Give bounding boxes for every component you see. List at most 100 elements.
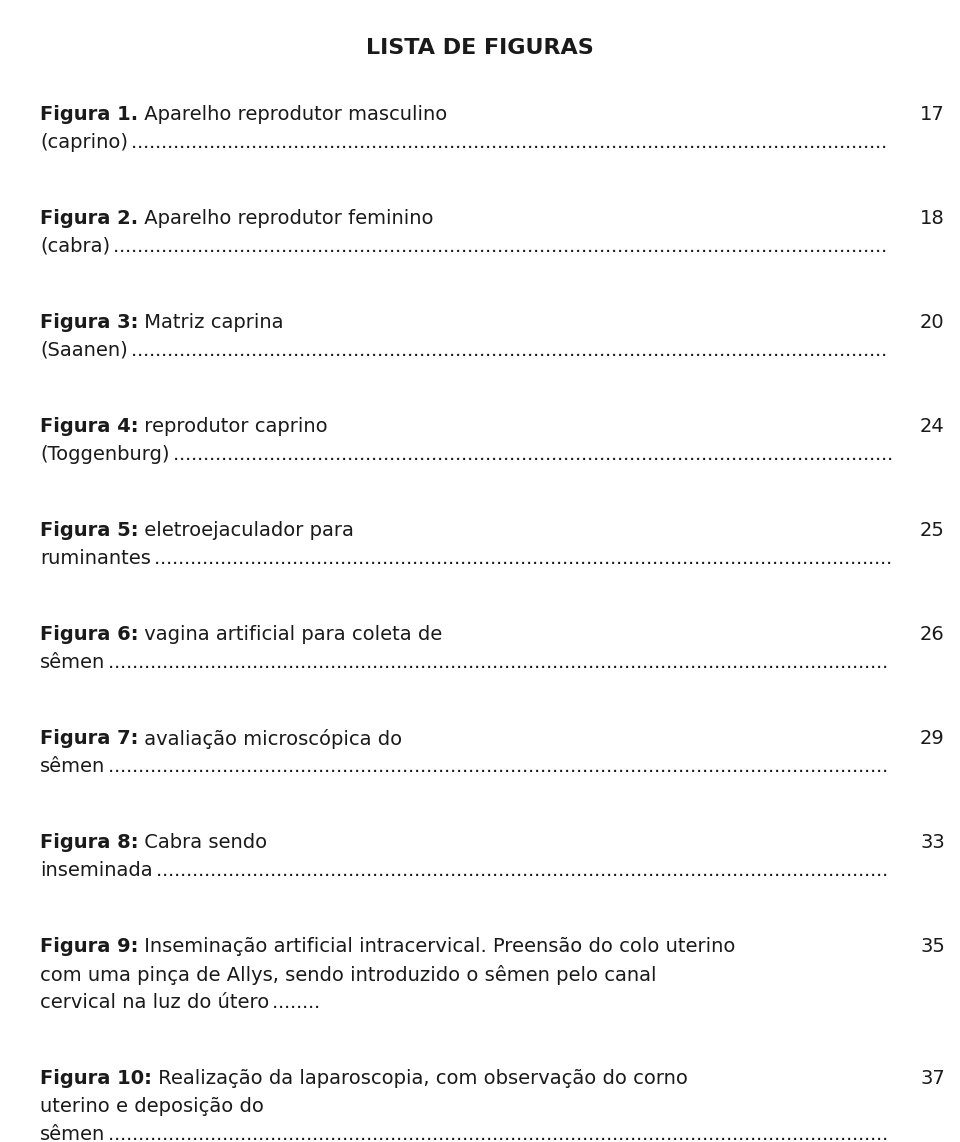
Text: .: . xyxy=(511,757,516,777)
Text: .: . xyxy=(408,861,414,880)
Text: .: . xyxy=(407,132,413,152)
Text: .: . xyxy=(803,445,808,464)
Text: .: . xyxy=(276,1125,282,1142)
Text: .: . xyxy=(282,653,289,671)
Text: .: . xyxy=(809,132,815,152)
Text: .: . xyxy=(155,341,161,360)
Text: .: . xyxy=(516,757,522,777)
Text: .: . xyxy=(138,1125,145,1142)
Text: .: . xyxy=(755,341,761,360)
Text: .: . xyxy=(376,341,383,360)
Text: .: . xyxy=(319,757,324,777)
Text: .: . xyxy=(390,861,396,880)
Text: .: . xyxy=(653,238,660,256)
Text: .: . xyxy=(406,549,412,568)
Text: .: . xyxy=(744,861,750,880)
Text: .: . xyxy=(247,757,252,777)
Text: .: . xyxy=(623,132,629,152)
Text: .: . xyxy=(857,132,863,152)
Text: .: . xyxy=(707,341,713,360)
Text: .: . xyxy=(509,341,515,360)
Text: .: . xyxy=(221,341,227,360)
Text: .: . xyxy=(581,341,587,360)
Text: .: . xyxy=(766,445,773,464)
Text: .: . xyxy=(583,1125,588,1142)
Text: .: . xyxy=(847,757,852,777)
Text: .: . xyxy=(629,238,636,256)
Text: .: . xyxy=(342,861,348,880)
Text: .: . xyxy=(460,549,467,568)
Text: .: . xyxy=(804,653,810,671)
Text: .: . xyxy=(646,445,653,464)
Text: .: . xyxy=(605,132,612,152)
Text: .: . xyxy=(701,238,708,256)
Text: .: . xyxy=(623,341,629,360)
Text: .: . xyxy=(779,445,784,464)
Text: .: . xyxy=(786,1125,793,1142)
Text: .: . xyxy=(684,1125,690,1142)
Text: .: . xyxy=(708,757,714,777)
Text: .: . xyxy=(576,861,582,880)
Text: (cabra): (cabra) xyxy=(40,238,110,256)
Text: .: . xyxy=(156,757,162,777)
Text: .: . xyxy=(720,653,727,671)
Text: .: . xyxy=(809,238,815,256)
Text: .: . xyxy=(688,549,694,568)
Text: .: . xyxy=(858,757,865,777)
Text: .: . xyxy=(594,757,601,777)
Text: .: . xyxy=(151,757,156,777)
Text: .: . xyxy=(809,861,816,880)
Text: .: . xyxy=(718,549,724,568)
Text: .: . xyxy=(180,861,186,880)
Text: .: . xyxy=(297,994,302,1012)
Text: .: . xyxy=(864,861,870,880)
Text: .: . xyxy=(701,132,708,152)
Text: .: . xyxy=(690,1125,697,1142)
Text: .: . xyxy=(168,653,175,671)
Text: .: . xyxy=(371,341,377,360)
Text: .: . xyxy=(216,861,222,880)
Text: .: . xyxy=(702,861,708,880)
Text: .: . xyxy=(228,238,233,256)
Text: .: . xyxy=(498,653,505,671)
Text: .: . xyxy=(760,549,766,568)
Text: eletroejaculador para: eletroejaculador para xyxy=(138,521,354,540)
Text: .: . xyxy=(485,341,491,360)
Text: .: . xyxy=(511,1125,516,1142)
Text: 37: 37 xyxy=(920,1069,945,1088)
Text: .: . xyxy=(526,445,533,464)
Text: Figura 7:: Figura 7: xyxy=(40,729,138,748)
Text: .: . xyxy=(186,1125,193,1142)
Text: .: . xyxy=(719,132,725,152)
Text: .: . xyxy=(665,238,671,256)
Text: .: . xyxy=(522,1125,529,1142)
Text: .: . xyxy=(660,861,666,880)
Text: .: . xyxy=(545,861,552,880)
Text: .: . xyxy=(552,757,559,777)
Text: .: . xyxy=(784,445,791,464)
Text: .: . xyxy=(408,1125,415,1142)
Text: .: . xyxy=(234,653,241,671)
Text: .: . xyxy=(359,132,365,152)
Text: .: . xyxy=(497,238,503,256)
Text: .: . xyxy=(832,549,838,568)
Text: .: . xyxy=(727,757,732,777)
Text: .: . xyxy=(886,445,893,464)
Text: .: . xyxy=(353,132,359,152)
Text: .: . xyxy=(308,994,315,1012)
Text: .: . xyxy=(190,445,197,464)
Text: .: . xyxy=(569,132,575,152)
Text: .: . xyxy=(384,861,390,880)
Text: .: . xyxy=(828,653,834,671)
Text: .: . xyxy=(258,1125,265,1142)
Text: .: . xyxy=(636,653,642,671)
Text: .: . xyxy=(354,653,361,671)
Text: .: . xyxy=(540,861,546,880)
Text: .: . xyxy=(412,549,419,568)
Text: .: . xyxy=(689,238,695,256)
Text: .: . xyxy=(455,132,461,152)
Text: .: . xyxy=(197,132,204,152)
Text: .: . xyxy=(439,1125,444,1142)
Text: .: . xyxy=(598,549,604,568)
Text: .: . xyxy=(127,653,132,671)
